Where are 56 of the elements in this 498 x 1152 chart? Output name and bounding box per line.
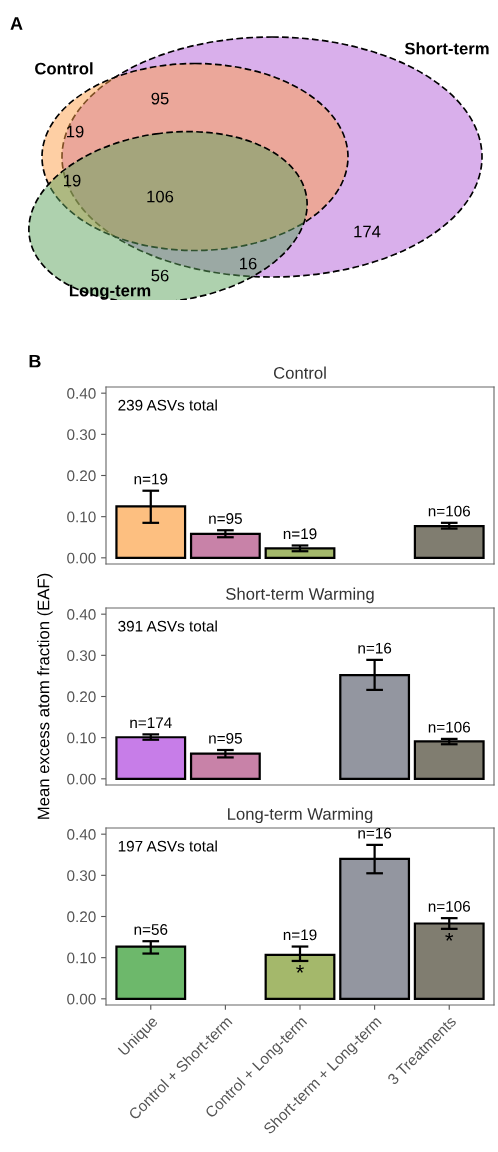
text: 95 (151, 92, 169, 105)
bar (115, 736, 187, 780)
text: B (29, 354, 41, 368)
annotation: 391 ASVs total (118, 620, 217, 632)
annotation: n=95 (209, 732, 242, 744)
y-tick-label: 0.00 (67, 552, 96, 564)
y-tick-label: 0.00 (67, 773, 96, 785)
text: Control (35, 62, 93, 75)
annotation: n=19 (283, 929, 317, 941)
annotation: n=56 (134, 924, 168, 935)
text: 56 (151, 269, 169, 282)
bar (413, 922, 485, 1000)
annotation: 197 ASVs total (118, 840, 217, 852)
y-tick-label: 0.40 (67, 388, 96, 399)
annotation: n=19 (283, 528, 317, 540)
y-tick-label: 0.20 (67, 911, 96, 923)
y-tick-label: 0.20 (67, 470, 96, 482)
y-tick-label: 0.30 (67, 870, 96, 882)
y-tick-label: 0.10 (67, 732, 96, 744)
annotation: n=19 (134, 473, 168, 485)
annotation: n=106 (428, 901, 471, 912)
annotation: n=95 (209, 513, 242, 524)
annotation: 239 ASVs total (118, 399, 217, 411)
chart-title: Long-term Warming (228, 807, 373, 824)
y-tick-label: 0.10 (67, 511, 96, 523)
annotation: * (296, 965, 304, 973)
text: 19 (64, 174, 81, 187)
y-tick-label: 0.10 (67, 952, 96, 964)
y-tick-label: 0.30 (67, 429, 96, 441)
y-tick-label: 0.40 (67, 609, 96, 620)
annotation: n=16 (358, 642, 392, 654)
text: 16 (240, 257, 257, 270)
bar (115, 945, 187, 1000)
bar (413, 525, 485, 559)
bar (413, 740, 485, 780)
chart-title: Short-term Warming (226, 587, 374, 604)
text: Long-term (69, 284, 151, 300)
y-tick-label: 0.00 (67, 993, 96, 1005)
y-tick-label: 0.30 (67, 650, 96, 662)
annotation: n=16 (358, 827, 392, 839)
bar (264, 547, 336, 559)
bar (189, 752, 261, 780)
text: 174 (354, 225, 381, 238)
annotation: n=174 (130, 717, 172, 728)
bar (189, 532, 261, 559)
y-axis-title: Mean excess atom fraction (EAF) (37, 573, 53, 819)
y-tick-label: 0.20 (67, 691, 96, 703)
annotation: n=106 (428, 505, 471, 517)
annotation: * (445, 932, 454, 941)
text: A (10, 17, 23, 30)
text: 19 (67, 125, 84, 138)
text: 106 (147, 190, 174, 203)
y-tick-label: 0.40 (67, 829, 96, 840)
text: Short-term (404, 42, 489, 55)
annotation: n=106 (428, 721, 471, 733)
chart-title: Control (273, 366, 326, 379)
